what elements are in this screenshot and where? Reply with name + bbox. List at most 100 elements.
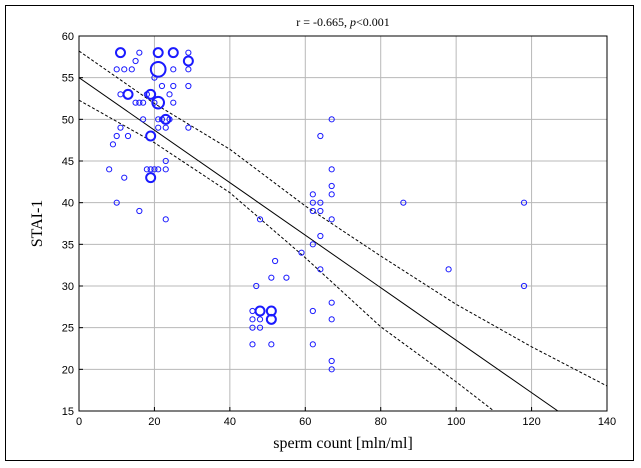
data-point — [185, 49, 192, 56]
data-point — [140, 99, 147, 106]
y-tick-label: 20 — [62, 364, 74, 376]
data-point — [117, 91, 124, 98]
data-point — [109, 141, 117, 148]
data-point — [155, 124, 162, 131]
data-point — [114, 47, 126, 59]
data-point — [113, 199, 120, 206]
axis-ticks: 0 20 40 60 80 100 120 140 15 20 25 30 35 40 45 50 55 60 — [62, 31, 616, 428]
data-point — [166, 116, 173, 123]
data-point — [317, 207, 324, 215]
data-point — [256, 324, 264, 331]
data-point — [249, 316, 256, 323]
data-point — [520, 199, 528, 206]
ci-upper-line — [79, 50, 607, 387]
x-tick-label: 140 — [598, 416, 616, 428]
chart-title: r = -0.665, p<0.001 — [296, 15, 390, 29]
data-point — [317, 232, 324, 240]
data-point — [268, 341, 275, 348]
data-point — [400, 199, 407, 206]
data-point — [317, 132, 324, 140]
data-point — [145, 88, 157, 100]
data-point — [151, 166, 158, 173]
data-point — [256, 216, 264, 223]
data-point — [170, 66, 177, 73]
y-tick-label: 55 — [62, 73, 74, 85]
y-axis-label: STAI-1 — [29, 200, 46, 248]
x-tick-label: 20 — [148, 416, 160, 428]
data-point — [253, 282, 260, 290]
plot-area-border — [78, 35, 608, 412]
data-point — [132, 99, 139, 106]
data-point — [328, 216, 335, 223]
data-point — [162, 124, 169, 131]
title-italic: p — [349, 15, 356, 29]
data-point — [249, 341, 256, 348]
data-point — [309, 307, 316, 315]
data-point — [445, 266, 452, 273]
data-point — [328, 357, 335, 365]
regression-line-group — [79, 77, 559, 411]
y-tick-label: 30 — [62, 281, 74, 293]
data-point — [185, 124, 192, 131]
data-point — [132, 57, 139, 65]
data-point — [249, 307, 256, 315]
data-point — [309, 241, 316, 248]
data-point — [317, 199, 324, 206]
chart-frame: 0 20 40 60 80 100 120 140 15 20 25 30 35 40 45 50 55 60 r… — [5, 5, 634, 461]
data-point — [170, 99, 177, 106]
title-suffix: <0.001 — [356, 15, 390, 29]
data-point — [256, 316, 264, 323]
data-point — [151, 95, 166, 110]
data-point — [298, 249, 305, 256]
data-point — [309, 207, 316, 215]
data-point — [149, 60, 167, 78]
confidence-band — [79, 50, 607, 411]
gridlines — [79, 36, 607, 411]
data-point — [121, 66, 128, 73]
data-point — [185, 82, 192, 90]
data-point — [143, 166, 150, 173]
data-point — [128, 66, 135, 73]
y-tick-label: 45 — [62, 156, 74, 168]
x-tick-label: 0 — [76, 416, 82, 428]
title-prefix: r = -0.665, — [296, 15, 350, 29]
data-point — [136, 207, 143, 215]
data-point — [121, 174, 128, 181]
data-point — [162, 216, 169, 223]
data-point — [249, 324, 256, 331]
data-points — [106, 47, 528, 373]
y-tick-label: 50 — [62, 114, 74, 126]
data-point — [254, 305, 266, 317]
data-point — [155, 166, 162, 173]
x-tick-label: 100 — [447, 416, 465, 428]
y-tick-label: 15 — [62, 406, 74, 418]
data-point — [145, 130, 157, 142]
data-point — [166, 91, 173, 98]
data-point — [309, 341, 316, 348]
data-point — [113, 66, 120, 73]
data-point — [162, 166, 169, 173]
data-point — [170, 82, 177, 90]
y-tick-label: 35 — [62, 239, 74, 251]
data-point — [167, 47, 179, 59]
data-point — [162, 157, 169, 165]
data-point — [117, 124, 124, 131]
data-point — [185, 66, 192, 73]
data-point — [122, 88, 134, 100]
data-point — [317, 266, 324, 273]
data-point — [106, 166, 113, 173]
data-point — [113, 132, 120, 140]
data-point — [265, 305, 277, 317]
data-point — [124, 132, 132, 140]
data-point — [182, 55, 194, 67]
data-point — [283, 274, 290, 281]
x-tick-label: 60 — [299, 416, 311, 428]
y-tick-label: 60 — [62, 31, 74, 43]
data-point — [328, 299, 335, 306]
data-point — [328, 116, 335, 123]
data-point — [268, 274, 275, 281]
scatter-chart: 0 20 40 60 80 100 120 140 15 20 25 30 35 40 45 50 55 60 r… — [29, 15, 616, 452]
data-point — [136, 49, 143, 56]
data-point — [328, 166, 335, 173]
data-point — [272, 257, 279, 265]
